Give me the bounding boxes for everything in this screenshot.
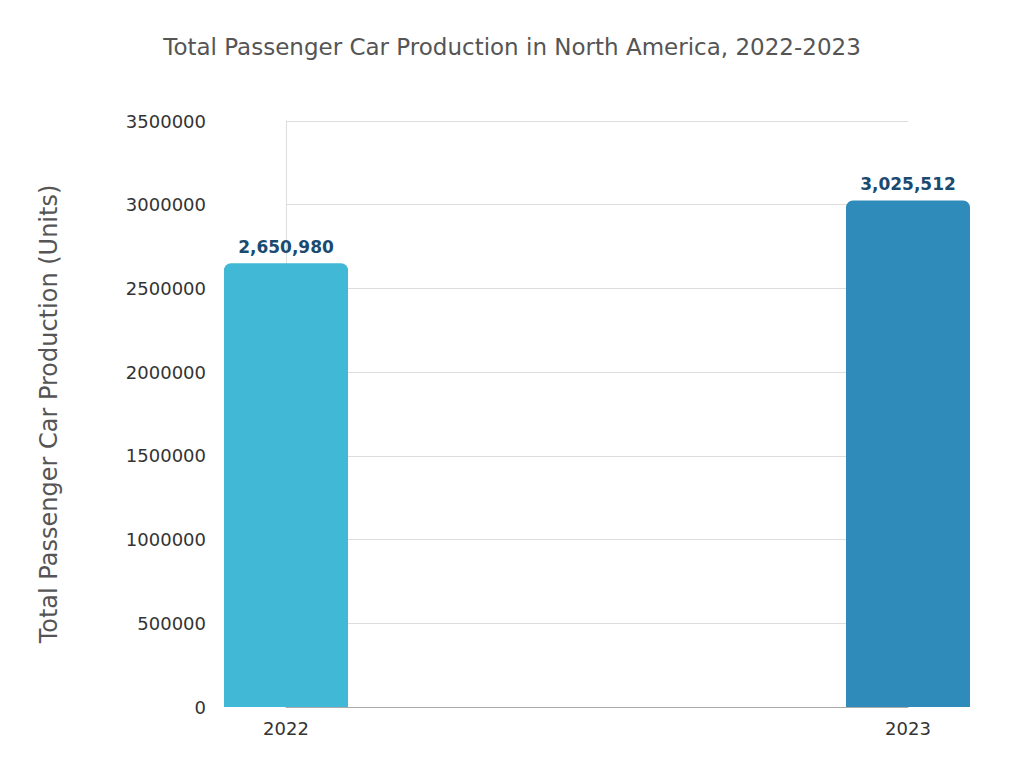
svg-text:3000000: 3000000 xyxy=(126,194,206,215)
svg-text:Total Passenger Car Production: Total Passenger Car Production (Units) xyxy=(35,185,63,645)
svg-text:2,650,980: 2,650,980 xyxy=(238,237,334,257)
svg-text:2500000: 2500000 xyxy=(126,278,206,299)
svg-text:Total Passenger Car Production: Total Passenger Car Production in North … xyxy=(162,34,861,60)
svg-text:2000000: 2000000 xyxy=(126,362,206,383)
svg-text:1500000: 1500000 xyxy=(126,445,206,466)
svg-text:2023: 2023 xyxy=(885,718,931,739)
svg-text:3,025,512: 3,025,512 xyxy=(860,174,956,194)
svg-text:1000000: 1000000 xyxy=(126,529,206,550)
svg-text:500000: 500000 xyxy=(137,613,206,634)
svg-text:3500000: 3500000 xyxy=(126,111,206,132)
svg-text:0: 0 xyxy=(195,697,206,718)
svg-text:2022: 2022 xyxy=(263,718,309,739)
